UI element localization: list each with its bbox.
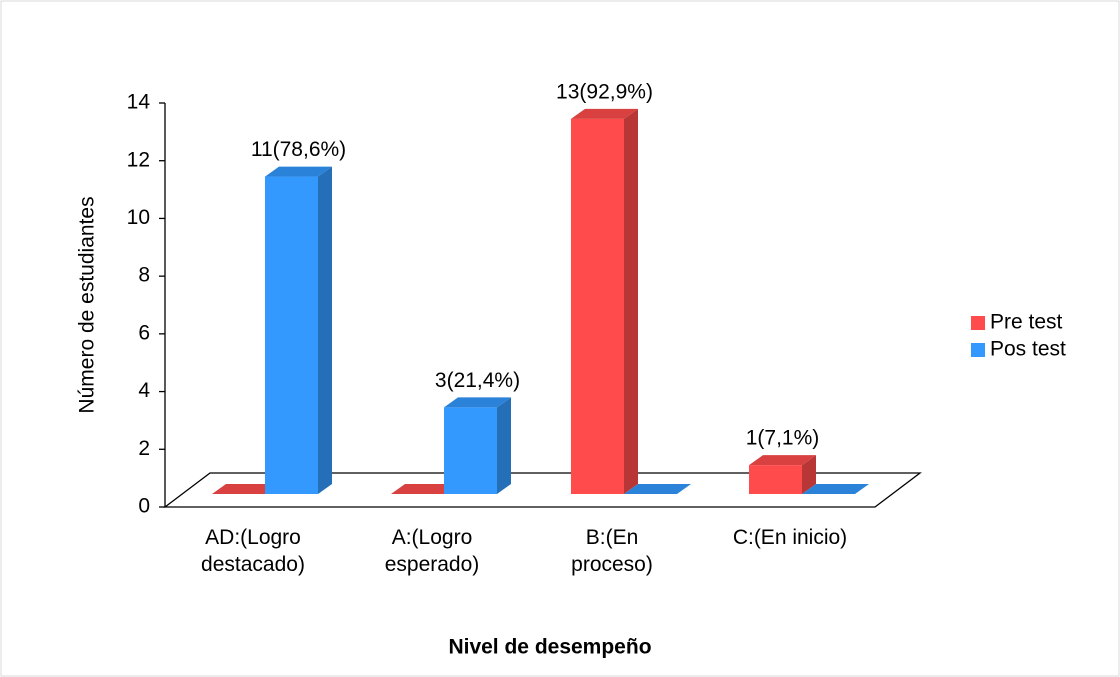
bar-side [802,455,816,494]
y-tick-label: 10 [127,206,150,229]
y-tick-label: 12 [127,148,150,171]
y-tick-label: 2 [138,437,150,460]
data-label: 1(7,1%) [746,427,820,450]
legend-swatch [971,343,985,357]
data-label: 13(92,9%) [556,80,653,103]
floor [163,472,922,508]
bar-front [571,118,624,494]
bar-top [802,484,869,494]
x-tick-label: A:(Logro esperado) [384,526,480,576]
legend-swatch [971,316,985,330]
bar-front [749,465,802,494]
y-tick-label: 14 [127,91,151,114]
x-tick-label: B:(En proceso) [571,526,653,576]
bar-top [212,484,279,494]
x-tick-label: AD:(Logro destacado) [201,526,305,576]
bar-side [497,397,511,494]
legend-label: Pos test [990,338,1066,361]
bar-top [265,166,332,177]
bar-front [265,176,318,495]
bar-top [624,484,691,494]
bar-side [624,108,638,494]
data-label: 3(21,4%) [435,369,520,392]
y-tick-label: 8 [138,264,150,287]
y-tick-label: 4 [138,379,150,402]
y-axis-title: Número de estudiantes [76,196,99,413]
bar-top [444,397,511,408]
bar-side [318,166,332,495]
bar-top [391,484,458,494]
x-tick-label: C:(En inicio) [732,526,848,549]
y-tick-label: 0 [138,495,150,518]
y-tick-label: 6 [138,321,150,344]
bar-front [444,407,497,494]
legend-label: Pre test [990,311,1063,334]
bar-top [749,455,816,466]
x-axis-title: Nivel de desempeño [448,636,651,659]
data-label: 11(78,6%) [251,138,346,161]
bar-top [571,108,638,119]
